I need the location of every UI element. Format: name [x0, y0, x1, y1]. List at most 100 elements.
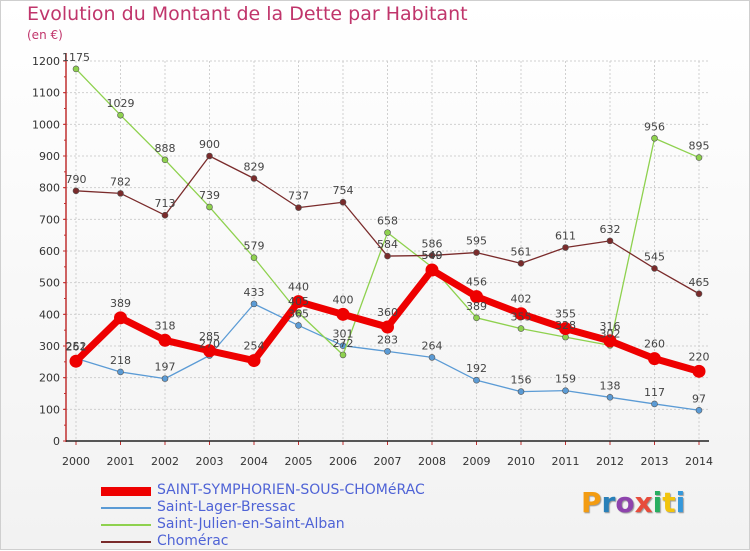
x-tick-label: 2009: [463, 455, 491, 468]
x-tick-label: 2008: [418, 455, 446, 468]
data-point: [473, 249, 480, 256]
data-point: [692, 364, 706, 378]
x-tick-label: 2010: [507, 455, 535, 468]
data-label: 465: [689, 276, 710, 289]
data-point: [203, 344, 216, 358]
data-label: 260: [644, 338, 665, 351]
data-point: [250, 254, 258, 261]
data-label: 595: [466, 235, 487, 248]
data-label: 360: [377, 306, 398, 319]
data-point: [562, 244, 569, 251]
data-label: 254: [244, 340, 265, 353]
axes: 0 100 200 300 400 500 600 700 800 900 1000 1100 1200…: [32, 53, 713, 468]
data-label: 138: [600, 379, 621, 392]
legend-swatch: [101, 524, 151, 526]
logo-letter: r: [601, 486, 616, 519]
data-label: 270: [199, 338, 220, 351]
data-point: [69, 354, 83, 368]
data-label: 283: [377, 333, 398, 346]
data-label: 782: [110, 175, 131, 188]
logo-letter: i: [675, 486, 686, 519]
data-point: [695, 290, 703, 298]
data-label: 895: [689, 140, 710, 153]
data-point: [606, 237, 614, 245]
data-label: 561: [511, 245, 532, 258]
data-label: 97: [692, 392, 706, 405]
data-point: [428, 252, 436, 259]
data-point: [295, 309, 302, 317]
data-label: 261: [66, 340, 87, 353]
x-tick-label: 2000: [62, 455, 90, 468]
data-point: [117, 368, 124, 376]
data-label: 579: [244, 240, 265, 253]
data-label: 658: [377, 215, 398, 228]
data-point: [651, 134, 658, 142]
legend-label: Chomérac: [157, 533, 229, 549]
data-label: 400: [333, 293, 354, 306]
data-label: 197: [155, 361, 176, 374]
data-point: [117, 111, 124, 119]
y-tick-label: 800: [39, 182, 60, 195]
x-tick-label: 2006: [329, 455, 357, 468]
data-label: 316: [600, 320, 621, 333]
legend-label: SAINT-SYMPHORIEN-SOUS-CHOMéRAC: [157, 482, 425, 498]
data-label: 456: [466, 276, 487, 289]
data-label: 301: [333, 328, 354, 341]
data-point: [473, 376, 480, 384]
y-tick-label: 1100: [32, 87, 60, 100]
data-label: 389: [110, 297, 131, 310]
legend-item-saint-julien-en-saint-alban: Saint-Julien-en-Saint-Alban: [101, 516, 481, 534]
data-label: 632: [600, 223, 621, 236]
data-point: [514, 307, 528, 321]
data-point: [651, 400, 658, 408]
data-point: [114, 311, 127, 325]
logo-letter: P: [581, 486, 602, 519]
x-tick-label: 2007: [374, 455, 402, 468]
data-point: [72, 65, 80, 73]
legend-label: Saint-Julien-en-Saint-Alban: [157, 516, 345, 532]
data-label: 218: [110, 354, 131, 367]
logo-letter: i: [652, 486, 663, 519]
series-chom-rac: [72, 152, 703, 298]
legend-swatch: [101, 486, 151, 496]
data-label: 264: [422, 339, 443, 352]
data-point: [161, 211, 169, 219]
data-point: [250, 300, 258, 308]
y-tick-label: 900: [39, 150, 60, 163]
data-label: 433: [244, 286, 265, 299]
data-label: 549: [422, 249, 443, 262]
data-point: [339, 351, 347, 359]
proxiti-logo: Proxiti: [581, 486, 685, 519]
data-point: [339, 198, 347, 206]
data-label: 956: [644, 120, 665, 133]
data-label: 611: [555, 230, 576, 243]
series-saint-julien-en-saint-alban: [72, 65, 703, 359]
data-label: 1029: [107, 97, 135, 110]
x-tick-label: 2001: [107, 455, 135, 468]
y-tick-label: 200: [39, 372, 60, 385]
data-label: 328: [555, 319, 576, 332]
x-tick-label: 2004: [240, 455, 268, 468]
data-label: 302: [600, 327, 621, 340]
legend-item-saint-lager-bressac: Saint-Lager-Bressac: [101, 499, 481, 517]
data-point: [161, 156, 169, 164]
data-label: 192: [466, 362, 487, 375]
data-label: 318: [155, 319, 176, 332]
data-point: [247, 354, 261, 368]
data-label: 355: [511, 311, 532, 324]
data-label: 545: [644, 250, 665, 263]
data-label: 790: [66, 173, 87, 186]
data-label: 405: [288, 295, 309, 308]
data-label: 159: [555, 373, 576, 386]
data-point: [559, 322, 572, 336]
y-tick-label: 100: [39, 403, 60, 416]
logo-letter: x: [634, 486, 653, 519]
x-tick-label: 2012: [596, 455, 624, 468]
data-point: [473, 314, 480, 322]
data-label: 1175: [62, 51, 90, 64]
data-point: [206, 152, 213, 160]
legend-swatch: [101, 507, 151, 509]
data-label: 829: [244, 160, 265, 173]
data-label: 285: [199, 330, 220, 343]
